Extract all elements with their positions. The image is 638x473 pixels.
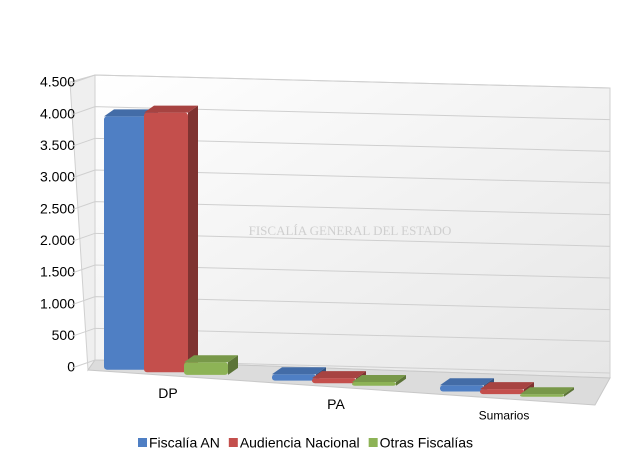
legend-swatch <box>368 438 378 447</box>
bar <box>520 387 574 397</box>
legend-swatch <box>138 438 147 447</box>
bar-side <box>188 105 198 373</box>
bar <box>480 382 534 395</box>
bar <box>352 375 406 386</box>
bar-top <box>440 378 494 386</box>
bar-front <box>352 382 396 386</box>
bar-top <box>480 382 534 390</box>
x-tick-label: Sumarios <box>479 408 530 422</box>
y-tick-label: 4.000 <box>40 105 75 121</box>
grid-line <box>71 359 611 374</box>
grid-line <box>71 137 611 152</box>
bar-front <box>104 116 148 370</box>
y-tick-label: 4.500 <box>40 74 75 90</box>
y-tick-label: 3.500 <box>40 137 75 153</box>
grid-line <box>71 232 611 247</box>
bar-front <box>440 385 484 392</box>
grid-line <box>71 296 611 311</box>
bar <box>144 105 198 373</box>
y-tick-label: 500 <box>52 327 76 343</box>
watermark: FISCALÍA GENERAL DEL ESTADO <box>249 223 452 238</box>
x-tick-label: PA <box>327 396 345 412</box>
grid-line <box>71 106 611 121</box>
bar-front <box>272 374 316 381</box>
bar-front <box>312 378 356 384</box>
legend-swatch <box>228 438 238 447</box>
bar-top <box>352 375 406 383</box>
legend-label: Otras Fiscalías <box>380 435 473 451</box>
bar-side <box>564 387 574 397</box>
y-tick-label: 1.000 <box>40 295 75 311</box>
y-tick-label: 2.500 <box>40 200 75 216</box>
y-tick-label: 0 <box>67 359 75 375</box>
grid-line <box>71 169 611 184</box>
grid-line <box>71 264 611 279</box>
grid-line <box>71 74 611 89</box>
grid-line <box>71 201 611 216</box>
bar-front <box>184 362 228 375</box>
bar <box>184 355 238 375</box>
bar-top <box>272 367 326 375</box>
bar-side <box>228 355 238 375</box>
bar-top <box>520 387 574 395</box>
bar-front <box>480 389 524 395</box>
y-tick-label: 1.500 <box>40 264 75 280</box>
y-tick-label: 3.000 <box>40 169 75 185</box>
bar-front <box>144 112 188 373</box>
grid-line <box>71 327 611 342</box>
legend-label: Audiencia Nacional <box>240 435 360 451</box>
y-tick-label: 2.000 <box>40 232 75 248</box>
bar-top <box>184 355 238 363</box>
legend-label: Fiscalía AN <box>149 435 220 451</box>
bar-top <box>312 371 366 379</box>
bar-side <box>396 375 406 386</box>
bar-front <box>520 394 564 397</box>
bar-top <box>144 105 198 113</box>
x-tick-label: DP <box>158 385 177 401</box>
